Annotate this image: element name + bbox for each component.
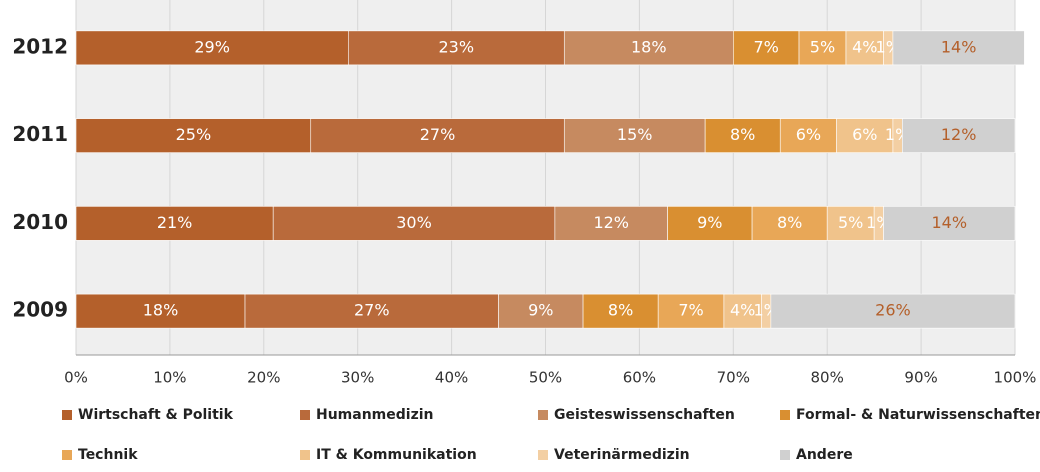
bar-segment	[554, 206, 668, 241]
bar-segment	[563, 30, 734, 66]
bar-segment	[883, 206, 1016, 241]
bar-segment	[798, 30, 847, 66]
legend-label: Humanmedizin	[316, 407, 434, 423]
x-tick-label: 30%	[341, 369, 374, 387]
data-label: 12%	[593, 213, 629, 232]
x-tick-label: 60%	[623, 369, 656, 387]
bar-segment	[272, 206, 556, 241]
data-label: 4%	[852, 37, 877, 56]
data-label: 7%	[678, 301, 703, 320]
bar-segment	[826, 206, 875, 241]
data-label: 9%	[697, 213, 722, 232]
legend-swatch	[538, 410, 548, 420]
legend-swatch	[62, 450, 72, 460]
legend-swatch	[538, 450, 548, 460]
x-tick-label: 100%	[994, 369, 1037, 387]
legend-label: Technik	[78, 447, 138, 463]
data-label: 27%	[354, 301, 390, 320]
bar-segment	[836, 118, 894, 153]
data-label: 7%	[753, 37, 778, 56]
data-label: 25%	[176, 125, 212, 144]
legend-label: IT & Kommunikation	[316, 447, 477, 463]
bar-segment	[845, 30, 884, 66]
legend-label: Wirtschaft & Politik	[78, 407, 234, 423]
legend-label: Formal- & Naturwissenschaften	[796, 407, 1040, 423]
data-label: 15%	[617, 125, 653, 144]
legend-swatch	[780, 410, 790, 420]
bar-segment	[244, 293, 499, 329]
data-label: 5%	[838, 213, 863, 232]
x-tick-label: 70%	[717, 369, 750, 387]
bar-segment	[498, 293, 584, 329]
bar-segment	[779, 118, 837, 153]
data-label: 4%	[730, 301, 755, 320]
data-label: 27%	[420, 125, 456, 144]
bar-segment	[657, 293, 725, 329]
legend-label: Andere	[796, 447, 853, 463]
bar-segment	[75, 30, 349, 66]
bar-segment	[667, 206, 753, 241]
x-tick-label: 10%	[153, 369, 186, 387]
bar-segment	[723, 293, 762, 329]
data-label: 5%	[810, 37, 835, 56]
data-label: 9%	[528, 301, 553, 320]
bar-segment	[902, 118, 1016, 153]
bar-segment	[75, 206, 274, 241]
y-tick-label: 2011	[12, 122, 68, 146]
bar-segment	[563, 118, 706, 153]
x-tick-label: 40%	[435, 369, 468, 387]
bar-segment	[732, 30, 800, 66]
x-tick-label: 80%	[811, 369, 844, 387]
y-tick-label: 2012	[12, 34, 68, 58]
data-label: 8%	[777, 213, 802, 232]
data-label: 6%	[796, 125, 821, 144]
data-label: 18%	[143, 301, 179, 320]
legend-swatch	[300, 410, 310, 420]
bar-segment	[75, 118, 312, 153]
legend-swatch	[300, 450, 310, 460]
x-tick-label: 90%	[904, 369, 937, 387]
data-label: 18%	[631, 37, 667, 56]
data-label: 14%	[931, 213, 967, 232]
legend-swatch	[780, 450, 790, 460]
data-label: 29%	[194, 37, 230, 56]
x-tick-label: 50%	[529, 369, 562, 387]
data-label: 12%	[941, 125, 977, 144]
bar-segment	[310, 118, 565, 153]
data-label: 30%	[396, 213, 432, 232]
data-label: 26%	[875, 301, 911, 320]
data-label: 6%	[852, 125, 877, 144]
legend-swatch	[62, 410, 72, 420]
y-tick-label: 2010	[12, 210, 68, 234]
bar-segment	[704, 118, 781, 153]
bar-segment	[892, 30, 1025, 66]
data-label: 8%	[608, 301, 633, 320]
data-label: 23%	[439, 37, 475, 56]
y-tick-label: 2009	[12, 298, 68, 322]
bar-segment	[770, 293, 1016, 329]
legend-label: Veterinärmedizin	[554, 447, 690, 463]
x-tick-label: 20%	[247, 369, 280, 387]
x-tick-label: 0%	[64, 369, 88, 387]
data-label: 21%	[157, 213, 193, 232]
data-label: 14%	[941, 37, 977, 56]
data-label: 8%	[730, 125, 755, 144]
legend-label: Geisteswissenschaften	[554, 407, 735, 423]
